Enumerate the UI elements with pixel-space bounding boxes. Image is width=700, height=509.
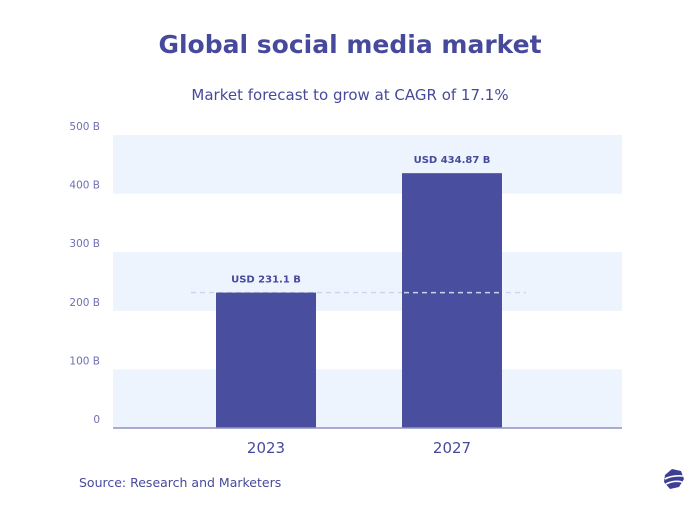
y-tick-label: 100 B	[69, 355, 100, 367]
bar-2027	[402, 173, 502, 428]
y-tick-label: 200 B	[69, 297, 100, 309]
data-label: USD 231.1 B	[231, 275, 301, 286]
y-tick-label: 500 B	[69, 121, 100, 133]
chart-title: Global social media market	[158, 30, 541, 59]
grid-band	[113, 252, 622, 311]
grid-band	[113, 369, 622, 428]
y-tick-label: 0	[93, 414, 100, 426]
grid-band	[113, 135, 622, 194]
x-tick-label: 2023	[247, 439, 285, 457]
y-tick-label: 400 B	[69, 180, 100, 192]
globe-wave-logo-icon	[664, 469, 684, 489]
bar-2023	[216, 292, 316, 428]
chart-subtitle: Market forecast to grow at CAGR of 17.1%	[191, 86, 508, 104]
source-note: Source: Research and Marketers	[79, 475, 281, 490]
data-label: USD 434.87 B	[414, 155, 491, 166]
x-tick-label: 2027	[433, 439, 471, 457]
y-tick-label: 300 B	[69, 238, 100, 250]
